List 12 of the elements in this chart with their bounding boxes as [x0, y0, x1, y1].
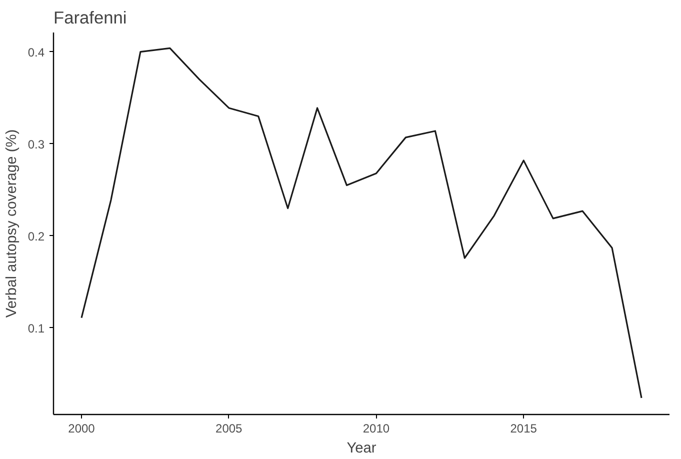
x-tick-label: 2010: [362, 422, 390, 436]
line-series: [80, 47, 642, 399]
chart-title: Farafenni: [54, 8, 127, 28]
x-tick-label: 2015: [510, 422, 538, 436]
y-axis-title: Verbal autopsy coverage (%): [4, 129, 20, 318]
y-tick-label: 0.3: [28, 137, 45, 152]
x-tick-label: 2000: [68, 422, 96, 436]
x-axis-title: Year: [346, 440, 376, 456]
y-tick-label: 0.2: [28, 229, 45, 244]
y-tick-label: 0.1: [28, 321, 45, 336]
x-tick-label: 2005: [216, 422, 243, 436]
y-tick-label: 0.4: [28, 45, 45, 60]
